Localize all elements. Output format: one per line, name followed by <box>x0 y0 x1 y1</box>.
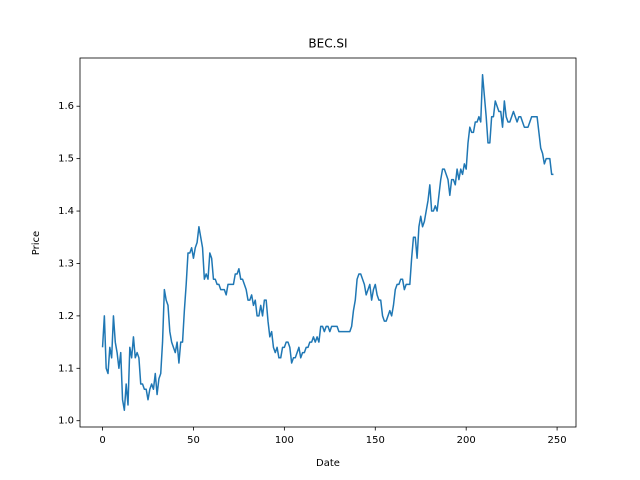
plot-frame <box>79 57 577 428</box>
x-axis-label: Date <box>316 458 340 469</box>
y-tick-label: 1.4 <box>58 206 74 217</box>
x-tick-label: 250 <box>548 435 567 446</box>
x-tick-label: 0 <box>99 435 105 446</box>
price-line <box>101 74 554 411</box>
y-tick-label: 1.1 <box>58 363 74 374</box>
y-axis-label: Price <box>31 231 42 255</box>
y-tick-label: 1.3 <box>58 258 74 269</box>
x-tick-label: 150 <box>366 435 385 446</box>
y-tick-label: 1.2 <box>58 311 74 322</box>
y-tick-label: 1.6 <box>58 101 74 112</box>
y-tick-label: 1.5 <box>58 154 74 165</box>
x-tick-label: 50 <box>187 435 200 446</box>
chart-title: BEC.SI <box>308 37 347 51</box>
x-tick-label: 200 <box>457 435 476 446</box>
y-tick-label: 1.0 <box>58 416 74 427</box>
x-tick-label: 100 <box>275 435 294 446</box>
